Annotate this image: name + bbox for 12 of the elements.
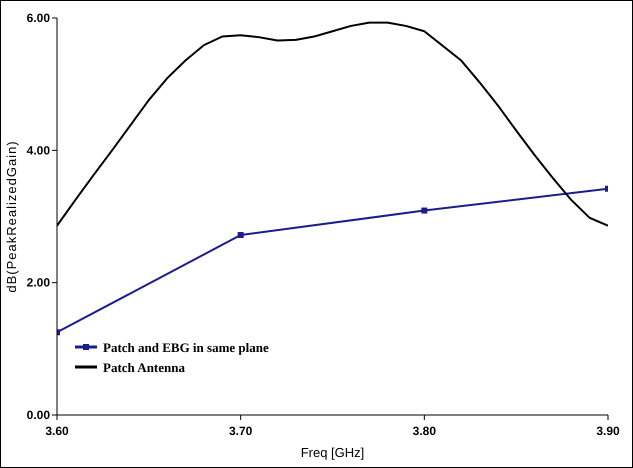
y-tick-label: 4.00 (26, 143, 50, 158)
x-axis-title: Freq [GHz] (300, 445, 364, 460)
y-tick-label: 6.00 (26, 11, 50, 25)
x-tick-label: 3.90 (596, 424, 620, 438)
x-tick-label: 3.70 (228, 424, 253, 438)
legend-label: Patch and EBG in same plane (103, 340, 270, 355)
legend-label: Patch Antenna (103, 360, 186, 375)
x-tick-label: 3.80 (412, 424, 436, 438)
x-tick-label: 3.60 (45, 424, 69, 438)
y-axis-title: dB(PeakRealizedGain) (4, 140, 19, 293)
y-tick-label: 2.00 (26, 276, 50, 290)
y-tick-label: 0.00 (26, 408, 50, 422)
